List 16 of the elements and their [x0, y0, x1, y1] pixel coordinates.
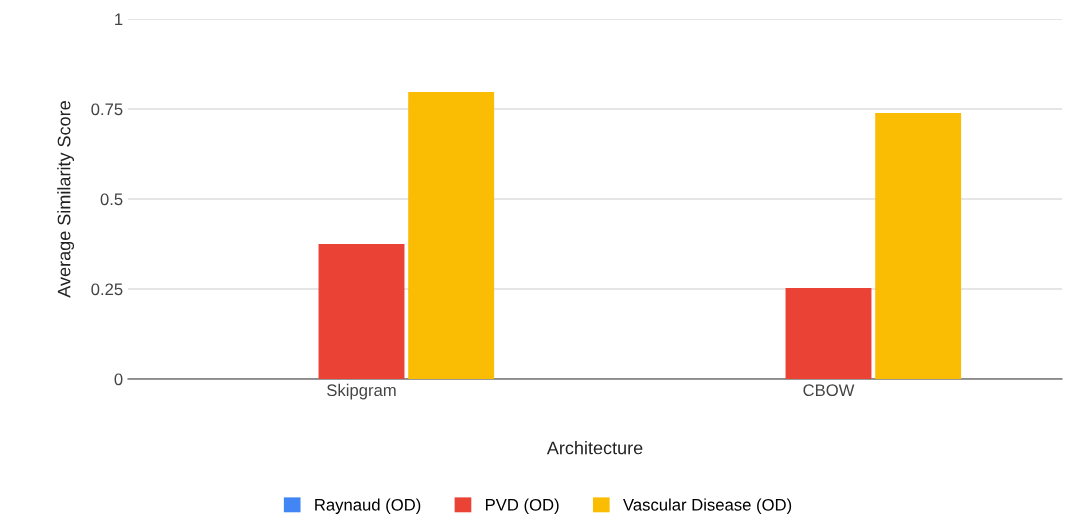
bar	[408, 92, 495, 379]
legend-label: Raynaud (OD)	[315, 498, 421, 514]
y-tick-label: 1	[115, 13, 123, 26]
x-axis-title: Architecture	[546, 441, 643, 455]
bar	[318, 244, 405, 379]
legend-label: PVD (OD)	[486, 498, 559, 514]
y-tick-label: 0.75	[91, 103, 123, 116]
bar	[875, 112, 962, 379]
legend-label: Vascular Disease (OD)	[623, 498, 792, 514]
y-tick-label: 0.5	[100, 193, 123, 206]
y-tick-label: 0	[114, 373, 123, 386]
bar	[785, 287, 872, 379]
y-axis-title: Average Similarity Score	[57, 101, 75, 298]
y-tick-label: 0.25	[91, 283, 123, 296]
x-tick-label: CBOW	[803, 384, 855, 397]
x-tick-label: Skipgram	[327, 383, 396, 400]
